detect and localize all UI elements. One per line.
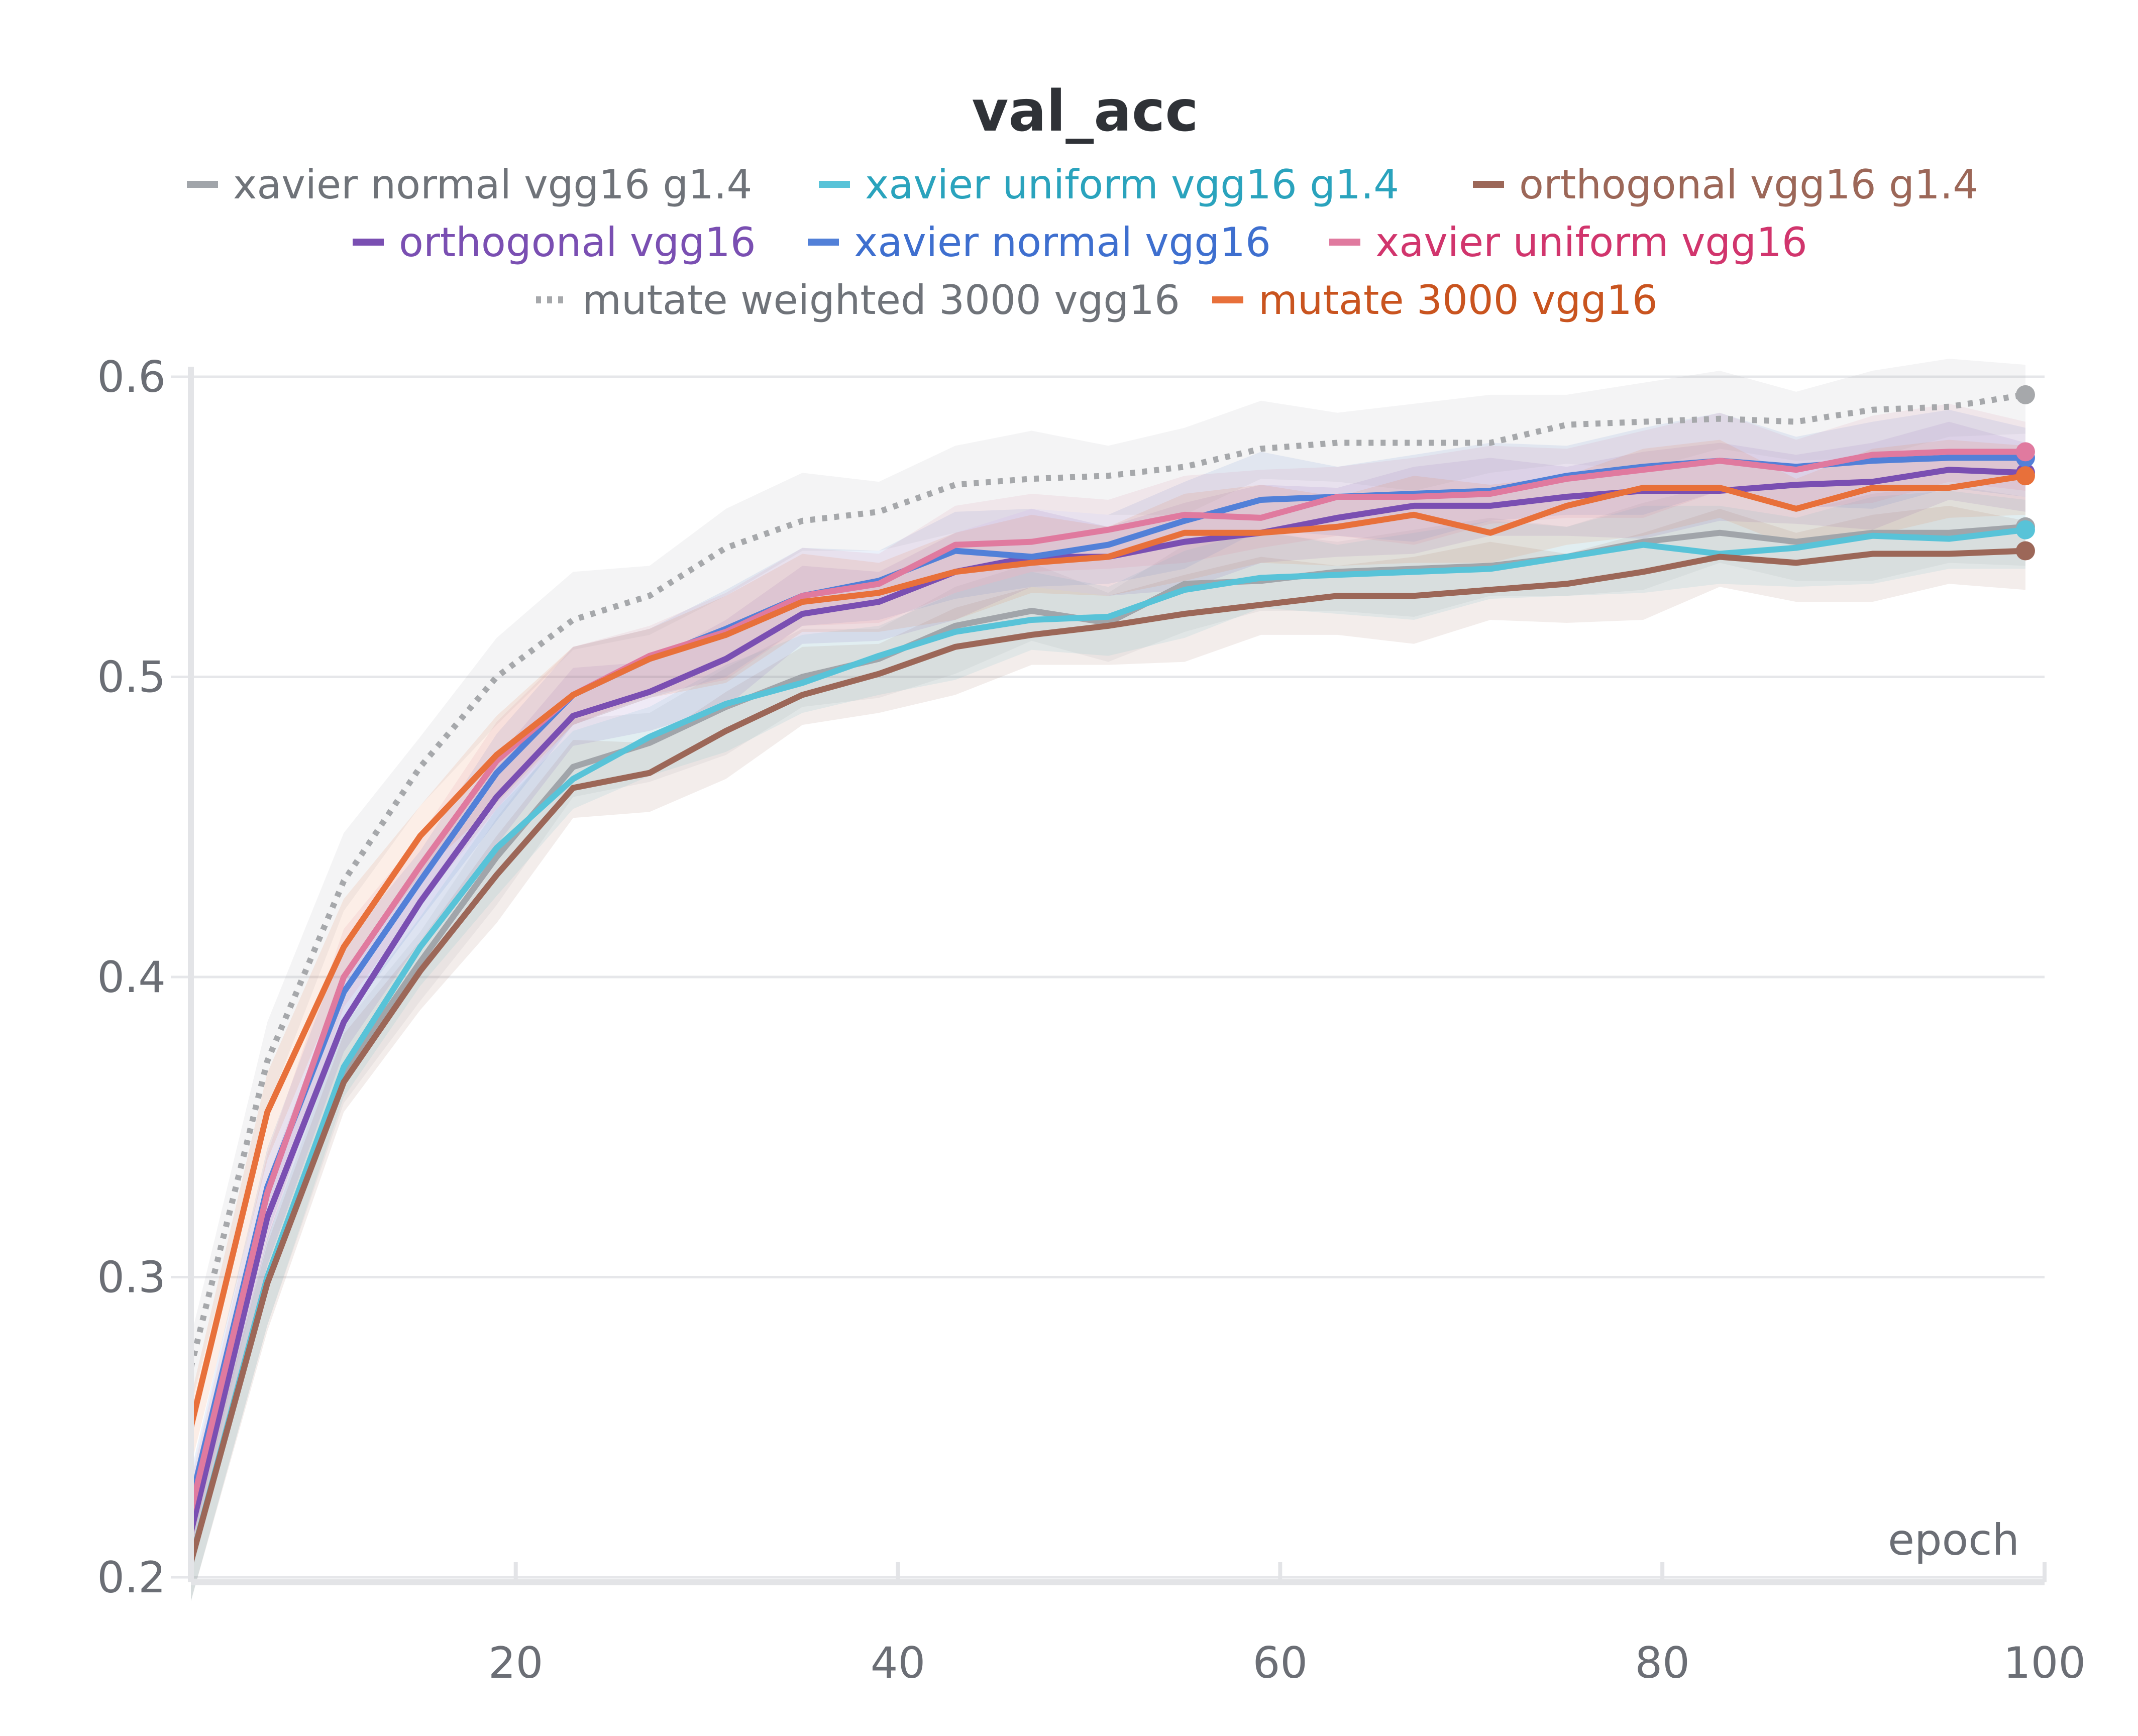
legend-label-4: xavier normal vgg16	[854, 219, 1271, 266]
series-line-2	[188, 548, 2028, 1566]
legend-label-6: mutate weighted 3000 vgg16	[582, 277, 1180, 323]
x-tick-label: 60	[1253, 1638, 1308, 1688]
band-6	[191, 359, 2025, 1406]
gridlines	[171, 375, 2045, 1579]
x-axis-label: epoch	[1888, 1515, 2019, 1565]
x-tick-label: 80	[1635, 1638, 1689, 1688]
series-endpoint-1	[2015, 520, 2035, 539]
legend-label-0: xavier normal vgg16 g1.4	[233, 161, 752, 208]
series-endpoint-6	[2015, 385, 2035, 404]
axes	[188, 367, 2047, 1585]
x-tick-label: 100	[2003, 1638, 2086, 1688]
y-tick-label: 0.3	[97, 1253, 166, 1303]
series-lines	[188, 391, 2028, 1566]
tick-labels: 20 40 60 80 100 0.2 0.3 0.4 0.5 0.6	[97, 352, 2086, 1688]
legend-label-2: orthogonal vgg16 g1.4	[1519, 161, 1978, 208]
legend-label-3: orthogonal vgg16	[399, 219, 756, 266]
series-endpoint-2	[2015, 541, 2035, 561]
legend-label-1: xavier uniform vgg16 g1.4	[865, 161, 1399, 208]
legend-label-7: mutate 3000 vgg16	[1258, 277, 1658, 323]
series-line-6	[188, 391, 2026, 1368]
series-endpoints	[2015, 385, 2035, 561]
series-endpoint-5	[2015, 442, 2035, 462]
y-tick-label: 0.5	[97, 653, 166, 703]
legend: xavier normal vgg16 g1.4 xavier uniform v…	[187, 161, 1978, 323]
band-3	[191, 421, 2025, 1572]
series-endpoint-7	[2015, 466, 2035, 486]
x-tick-label: 20	[488, 1638, 543, 1688]
band-7	[191, 440, 2025, 1466]
band-2	[191, 505, 2025, 1601]
y-tick-label: 0.4	[97, 952, 166, 1003]
legend-label-5: xavier uniform vgg16	[1375, 219, 1807, 266]
series-line-7	[188, 473, 2028, 1431]
band-0	[191, 485, 2025, 1601]
y-tick-label: 0.2	[97, 1553, 166, 1603]
y-tick-label: 0.6	[97, 352, 166, 402]
series-line-5	[188, 449, 2028, 1514]
x-tick-label: 40	[871, 1638, 925, 1688]
band-1	[191, 491, 2025, 1601]
chart-title: val_acc	[972, 79, 1198, 144]
